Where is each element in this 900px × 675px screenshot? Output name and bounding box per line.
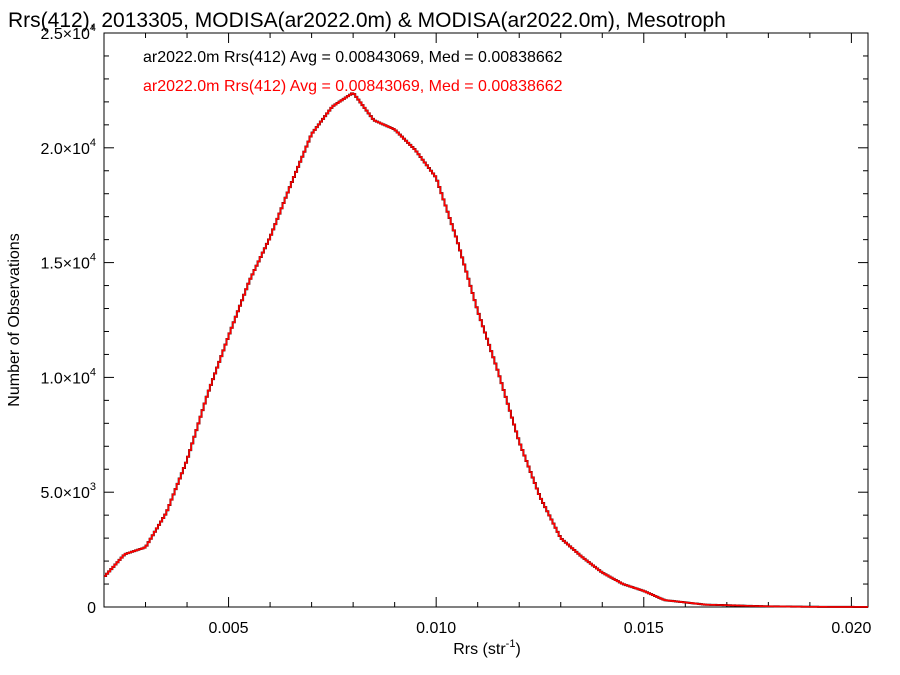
histogram-series-red [104, 92, 868, 608]
legend-entry-black: ar2022.0m Rrs(412) Avg = 0.00843069, Med… [143, 49, 563, 66]
x-tick-label: 0.010 [416, 620, 456, 637]
x-tick-label: 0.005 [209, 620, 249, 637]
y-tick-label: 1.0×104​ [40, 366, 96, 387]
histogram-series-black [104, 92, 868, 608]
x-tick-label: 0.020 [831, 620, 871, 637]
chart-title: Rrs(412), 2013305, MODISA(ar2022.0m) & M… [8, 9, 726, 32]
y-tick-label: 0 [87, 600, 96, 617]
y-tick-label: 2.5×104​ [40, 22, 96, 43]
x-axis-label: Rrs (str-1) [453, 638, 521, 658]
y-tick-label: 1.5×104​ [40, 252, 96, 273]
plot-frame [103, 32, 869, 608]
x-tick-label: 0.015 [624, 620, 664, 637]
y-tick-label: 2.0×104​ [40, 137, 96, 158]
y-tick-label: 5.0×103​ [40, 481, 96, 502]
y-axis-label: Number of Observations [6, 233, 23, 406]
plot-area: 0.005 0.010 0.015 0.020 0 5.0×103​ 1.0×104​ 1.5… [40, 22, 871, 637]
legend-entry-red: ar2022.0m Rrs(412) Avg = 0.00843069, Med… [143, 78, 563, 95]
